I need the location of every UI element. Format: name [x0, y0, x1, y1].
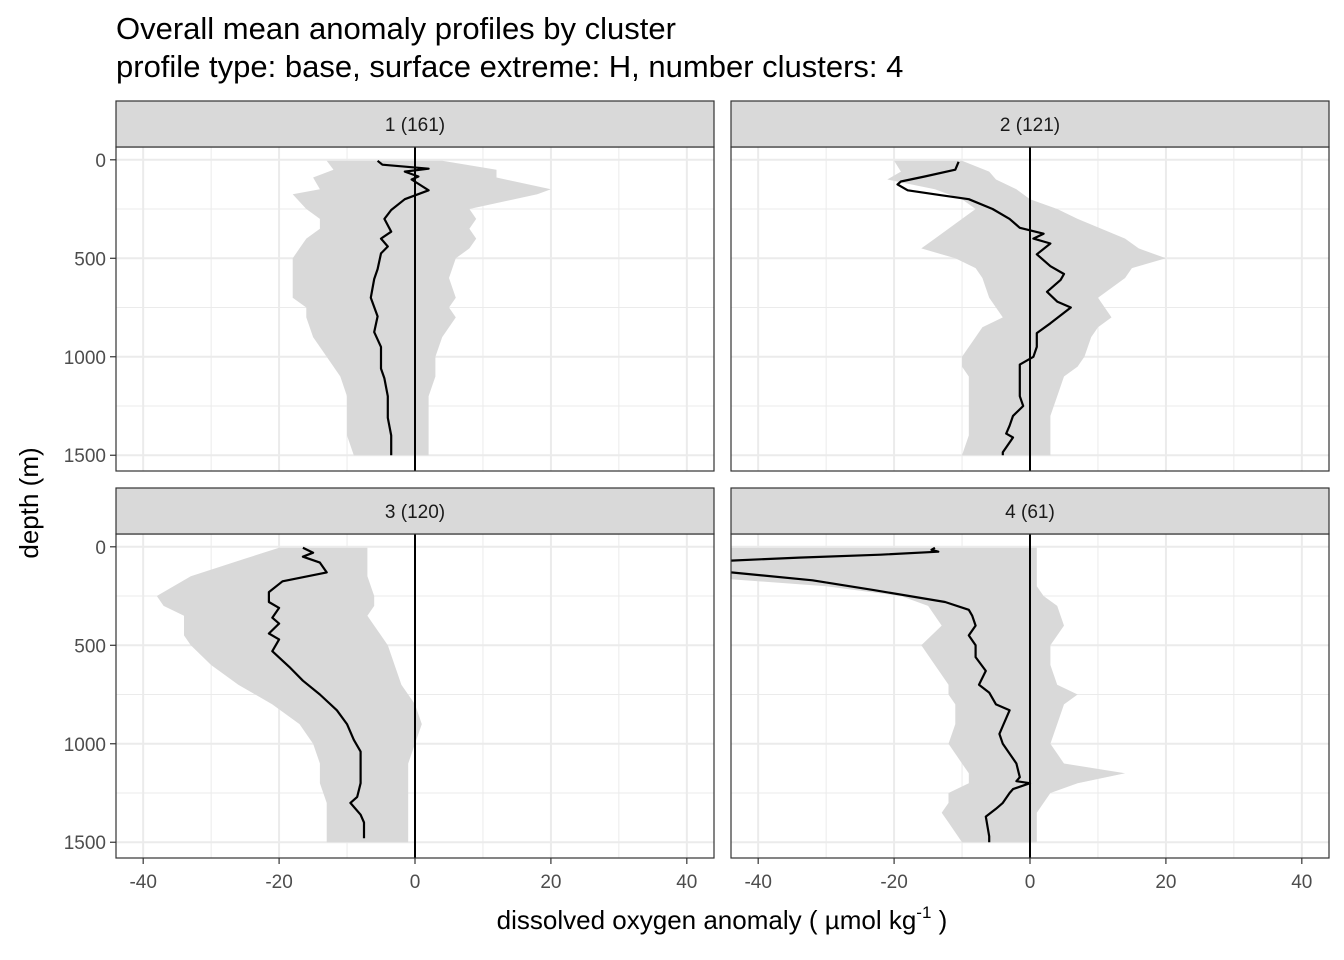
- x-tick-label: -20: [880, 872, 907, 893]
- chart-subtitle: profile type: base, surface extreme: H, …: [116, 49, 904, 84]
- facet-strip: [115, 487, 715, 535]
- facet-strip-label: 3 (120): [385, 502, 445, 523]
- facet-strip-label: 4 (61): [1005, 502, 1055, 523]
- x-tick-label: -40: [129, 872, 156, 893]
- y-tick-label: 0: [95, 538, 106, 559]
- x-axis-title-end: ): [931, 905, 947, 935]
- y-axis-title: depth (m): [14, 447, 44, 558]
- x-axis-title: dissolved oxygen anomaly ( µmol kg-1 ): [497, 903, 948, 935]
- range-ribbon: [292, 160, 551, 456]
- y-tick-label: 1500: [64, 833, 106, 854]
- facet-strip-label: 1 (161): [385, 115, 445, 136]
- x-tick-label: -20: [265, 872, 292, 893]
- y-tick-label: 500: [74, 636, 106, 657]
- mean-profile-line: [896, 161, 1072, 456]
- chart-title-block: Overall mean anomaly profiles by cluster…: [116, 10, 903, 86]
- facet-panel-2: 2 (121): [730, 100, 1330, 472]
- mean-profile-line: [267, 546, 366, 839]
- x-tick-label: 20: [1155, 872, 1176, 893]
- y-tick-label: 1000: [64, 735, 106, 756]
- facet-panel-3: 3 (120) 0 500 1000 1500 -40 -20 0 20 40: [64, 487, 715, 893]
- facet-strip: [730, 100, 1330, 148]
- facet-strip: [115, 100, 715, 148]
- range-ribbon: [156, 547, 422, 843]
- facet-strip: [730, 487, 1330, 535]
- y-tick-label: 1500: [64, 446, 106, 467]
- y-tick-label: 500: [74, 249, 106, 270]
- x-axis-title-main: dissolved oxygen anomaly ( µmol kg: [497, 905, 917, 935]
- y-tick-label: 0: [95, 151, 106, 172]
- chart-title: Overall mean anomaly profiles by cluster: [116, 11, 676, 46]
- x-tick-label: 40: [676, 872, 697, 893]
- mean-profile-line: [369, 159, 430, 456]
- range-ribbon: [887, 160, 1166, 456]
- y-tick-label: 1000: [64, 348, 106, 369]
- x-tick-label: 0: [410, 872, 421, 893]
- x-tick-label: -40: [744, 872, 771, 893]
- facet-strip-label: 2 (121): [1000, 115, 1060, 136]
- mean-profile-line: [731, 546, 1032, 843]
- range-ribbon: [731, 547, 1126, 843]
- facet-panel-1: 1 (161) 0 500 1000 1500: [64, 100, 715, 472]
- facet-panel-4: 4 (61) -40 -20 0 20 40: [730, 487, 1330, 893]
- x-tick-label: 20: [540, 872, 561, 893]
- x-tick-label: 40: [1291, 872, 1312, 893]
- x-tick-label: 0: [1025, 872, 1036, 893]
- x-axis-title-exponent: -1: [916, 903, 931, 922]
